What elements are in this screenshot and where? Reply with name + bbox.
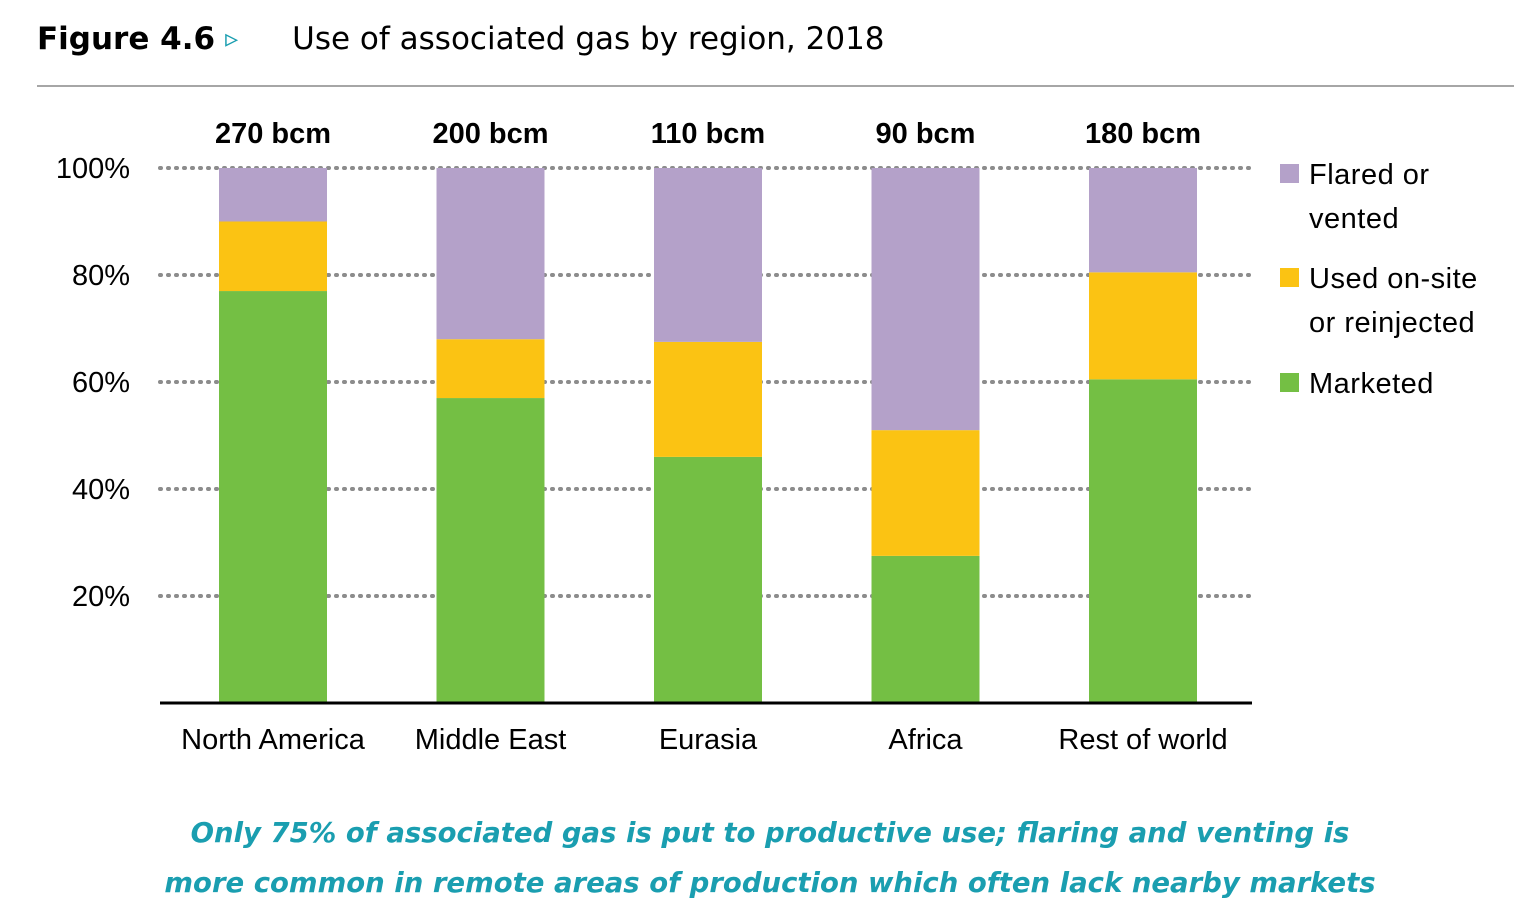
bar-segment-used-on-site-or-reinjected (219, 221, 327, 292)
x-tick-label: Rest of world (1058, 724, 1227, 756)
bar-total-label: 270 bcm (215, 118, 331, 150)
caption-line-1: Only 75% of associated gas is put to pro… (190, 817, 1350, 849)
x-tick-label: Africa (888, 724, 963, 756)
bar-segment-used-on-site-or-reinjected (654, 341, 762, 457)
y-tick-label: 60% (72, 367, 130, 399)
bar-total-label: 180 bcm (1085, 118, 1201, 150)
bar-segment-flared-or-vented (219, 168, 327, 222)
bar-total-label: 110 bcm (651, 118, 765, 150)
figure-header: Figure 4.6 ▹ Use of associated gas by re… (37, 14, 885, 64)
legend-label: Used on-site (1309, 263, 1478, 295)
y-tick-label: 100% (56, 153, 130, 185)
legend-label: or reinjected (1309, 307, 1475, 339)
bar-segment-marketed (1089, 379, 1197, 703)
x-tick-label: Middle East (415, 724, 567, 756)
bar-segment-flared-or-vented (871, 168, 980, 431)
figure-arrow-icon: ▹ (225, 24, 239, 54)
legend-swatch (1280, 268, 1299, 287)
header-rule (37, 85, 1514, 87)
figure-label: Figure 4.6 (37, 21, 216, 57)
bar-segment-marketed (436, 398, 545, 703)
y-tick-label: 80% (72, 260, 130, 292)
bar-segment-marketed (871, 555, 980, 703)
figure-title: Use of associated gas by region, 2018 (292, 21, 885, 57)
legend-swatch (1280, 164, 1299, 183)
bar-segment-marketed (654, 456, 762, 703)
figure-caption: Only 75% of associated gas is put to pro… (0, 808, 1540, 908)
stacked-bar-chart: 20% 40% 60% 80% 100% 270 bcm North America 200 … (56, 118, 1478, 756)
legend-label: Marketed (1309, 368, 1434, 400)
bar-segment-flared-or-vented (436, 168, 545, 340)
y-tick-label: 20% (72, 581, 130, 613)
bar-segment-used-on-site-or-reinjected (1089, 272, 1197, 380)
bar-segment-marketed (219, 291, 327, 703)
bar-total-label: 200 bcm (432, 118, 548, 150)
y-tick-label: 40% (72, 474, 130, 506)
bar-segment-used-on-site-or-reinjected (871, 430, 980, 556)
bar-segment-flared-or-vented (654, 168, 762, 342)
legend-swatch (1280, 373, 1299, 392)
x-tick-label: Eurasia (659, 724, 758, 756)
bar-total-label: 90 bcm (876, 118, 976, 150)
caption-line-2: more common in remote areas of productio… (164, 867, 1376, 899)
bar-segment-used-on-site-or-reinjected (436, 339, 545, 399)
legend-label: Flared or (1309, 159, 1430, 191)
legend-label: vented (1309, 203, 1399, 235)
x-tick-label: North America (181, 724, 366, 756)
bar-segment-flared-or-vented (1089, 168, 1197, 273)
